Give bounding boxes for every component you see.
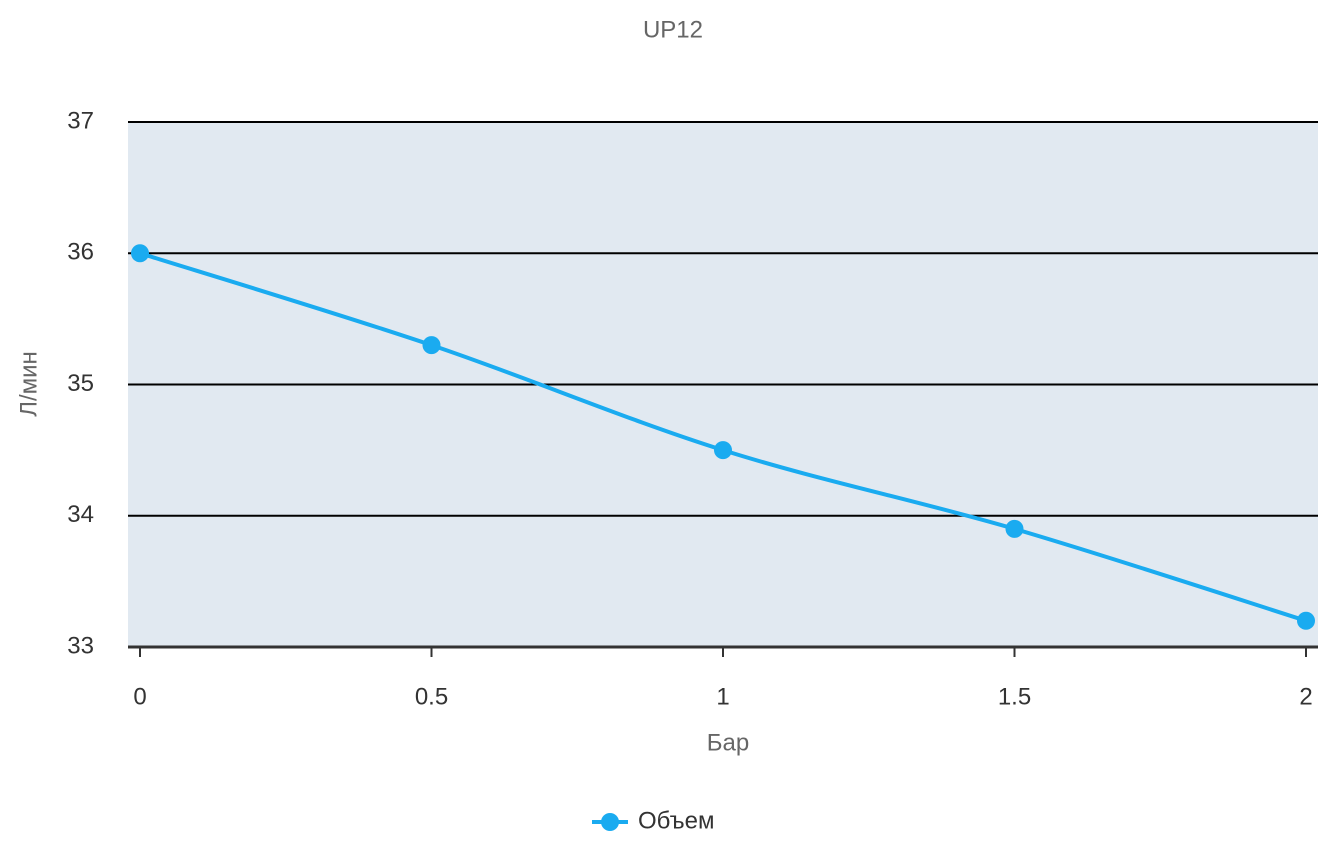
x-tick-label: 1 — [716, 683, 729, 710]
chart-title: UP12 — [643, 16, 703, 43]
data-point — [714, 441, 732, 460]
y-tick-label: 35 — [67, 370, 94, 397]
data-point — [422, 336, 441, 355]
y-tick-label: 33 — [67, 632, 94, 659]
x-tick-label: 1.5 — [998, 683, 1031, 710]
x-axis-title: Бар — [707, 729, 749, 756]
x-tick-label: 2 — [1299, 683, 1312, 710]
data-point — [1297, 611, 1315, 630]
x-tick-label: 0.5 — [415, 683, 448, 710]
legend-marker — [601, 813, 619, 831]
y-tick-label: 37 — [67, 107, 94, 134]
y-tick-label: 36 — [67, 239, 94, 266]
x-tick-label: 0 — [133, 683, 146, 710]
data-point — [1005, 519, 1024, 538]
y-axis-title: Л/мин — [15, 351, 42, 417]
data-point — [131, 244, 149, 263]
legend: Объем — [592, 807, 714, 834]
y-tick-label: 34 — [67, 501, 94, 528]
legend-label: Объем — [638, 807, 714, 834]
